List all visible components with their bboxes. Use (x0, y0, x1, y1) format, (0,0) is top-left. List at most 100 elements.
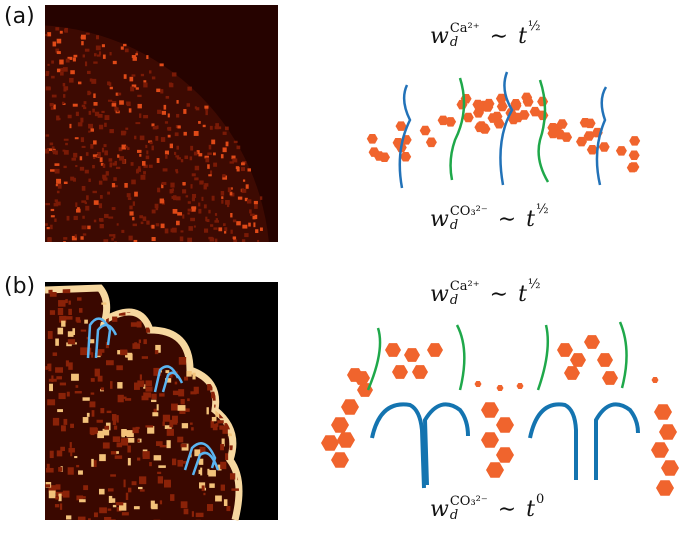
ion-arrows-a (400, 72, 606, 188)
speckle (177, 157, 181, 159)
speckle (146, 221, 149, 225)
speckle (116, 502, 124, 505)
speckle (103, 55, 106, 59)
speckle (64, 150, 69, 155)
speckle (213, 471, 215, 474)
speckle (99, 51, 101, 55)
speckle (129, 108, 132, 112)
speckle (107, 411, 112, 413)
speckle (132, 217, 134, 220)
speckle (103, 164, 105, 168)
speckle (73, 104, 78, 107)
speckle (205, 158, 209, 163)
speckle (126, 493, 128, 500)
speckle (154, 409, 157, 413)
speckle (190, 423, 193, 425)
speckle (230, 473, 235, 479)
speckle (134, 192, 138, 197)
speckle (73, 153, 77, 158)
speckle (68, 301, 70, 305)
speckle (139, 339, 141, 342)
crystal (651, 442, 669, 458)
speckle (152, 146, 154, 151)
relation: ∼ (490, 24, 508, 49)
speckle (143, 171, 146, 174)
speckle (177, 212, 182, 215)
speckle (135, 122, 140, 124)
speckle (46, 468, 54, 473)
speckle (49, 379, 57, 382)
crystal (426, 138, 437, 148)
speckle (60, 503, 62, 509)
crystal (331, 417, 349, 433)
speckle (83, 485, 88, 490)
speckle (253, 222, 255, 227)
scripts: Ca²⁺d (450, 22, 480, 50)
speckle (137, 95, 141, 97)
speckle (71, 374, 79, 381)
speckle (138, 104, 142, 108)
crystal (400, 152, 411, 162)
speckle (68, 115, 72, 119)
arrow (457, 325, 464, 390)
speckle (182, 189, 186, 193)
formula-base: w (430, 207, 449, 232)
crystal (385, 343, 401, 357)
speckle (204, 204, 207, 208)
speckle (215, 213, 217, 216)
speckle (120, 350, 127, 356)
crystal (654, 404, 672, 420)
speckle (56, 179, 61, 184)
arrow (620, 322, 627, 388)
speckle (166, 96, 169, 99)
speckle (201, 197, 203, 201)
speckle (143, 83, 147, 88)
speckle (117, 382, 122, 388)
speckle (52, 146, 55, 149)
speckle (191, 206, 196, 209)
speckle (140, 175, 145, 180)
speckle (181, 444, 187, 448)
arrow (368, 328, 380, 390)
arrow (451, 78, 464, 180)
formula-base: w (430, 282, 449, 307)
speckle (207, 152, 212, 154)
speckle (112, 207, 116, 210)
speckle (85, 170, 89, 174)
speckle (100, 195, 103, 199)
speckle (174, 152, 176, 155)
exponent: ½ (536, 202, 549, 217)
speckle (196, 513, 204, 517)
rhs-base: t (518, 282, 527, 307)
speckle (151, 400, 156, 402)
speckle (194, 387, 199, 394)
speckle (92, 165, 95, 168)
speckle (77, 297, 82, 300)
speckle (233, 239, 237, 243)
speckle (213, 227, 217, 229)
speckle (230, 213, 232, 217)
speckle (191, 427, 194, 430)
speckle (168, 135, 171, 138)
speckle (94, 220, 96, 223)
speckle (58, 308, 63, 315)
speckle (61, 68, 64, 71)
speckle (167, 429, 174, 436)
speckle (90, 427, 98, 434)
crystal (321, 435, 339, 451)
speckle (80, 118, 83, 123)
speckle (157, 188, 160, 193)
speckle (142, 161, 146, 166)
speckle (93, 61, 97, 63)
exponent: ½ (528, 277, 541, 292)
speckle (112, 163, 116, 166)
speckle (139, 476, 146, 484)
speckle (183, 109, 186, 114)
speckle (154, 455, 162, 460)
speckle (70, 424, 74, 428)
arrow (500, 72, 512, 185)
speckle (128, 458, 131, 465)
speckle (98, 376, 103, 382)
speckle (75, 391, 82, 393)
speckle (234, 141, 238, 143)
